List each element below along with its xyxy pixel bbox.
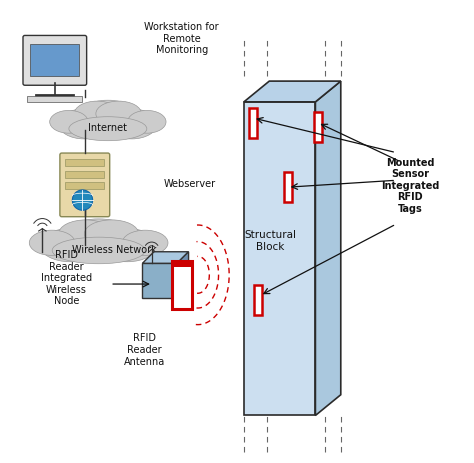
Bar [254,286,262,315]
Bar [143,264,177,298]
FancyBboxPatch shape [60,154,109,217]
Ellipse shape [59,110,109,139]
Circle shape [73,191,92,211]
Ellipse shape [52,238,145,264]
Ellipse shape [128,111,166,134]
Polygon shape [177,252,189,298]
Ellipse shape [96,102,141,127]
Bar [65,160,104,167]
Ellipse shape [50,111,88,134]
Polygon shape [143,252,189,264]
Text: Wireless Network: Wireless Network [73,244,157,254]
Text: Mounted
Sensor
Integrated
RFID
Tags: Mounted Sensor Integrated RFID Tags [381,157,439,213]
Bar [283,173,292,203]
Polygon shape [315,82,341,416]
Ellipse shape [84,220,139,248]
Text: Workstation for
Remote
Monitoring: Workstation for Remote Monitoring [145,22,219,55]
Ellipse shape [59,220,113,248]
Text: RFID
Reader
Antenna: RFID Reader Antenna [124,333,165,366]
Text: Internet: Internet [88,123,128,133]
Bar [244,103,315,416]
Text: Webserver: Webserver [163,178,215,188]
Text: RFID
Reader
Integrated
Wireless
Node: RFID Reader Integrated Wireless Node [41,250,92,306]
Bar [172,262,192,267]
Text: Structural
Block: Structural Block [244,230,296,251]
Bar [172,262,192,310]
Bar [30,45,79,77]
Ellipse shape [69,118,147,141]
Bar [314,113,322,143]
Ellipse shape [59,219,138,261]
Ellipse shape [97,229,157,262]
Ellipse shape [40,229,100,262]
Ellipse shape [29,231,75,256]
Bar [249,108,257,138]
Bar [65,171,104,179]
Ellipse shape [107,110,157,139]
Ellipse shape [122,231,168,256]
Bar [27,97,82,103]
Polygon shape [244,82,341,103]
Bar [65,183,104,190]
Ellipse shape [75,101,141,138]
FancyBboxPatch shape [23,37,87,86]
Ellipse shape [74,102,120,127]
